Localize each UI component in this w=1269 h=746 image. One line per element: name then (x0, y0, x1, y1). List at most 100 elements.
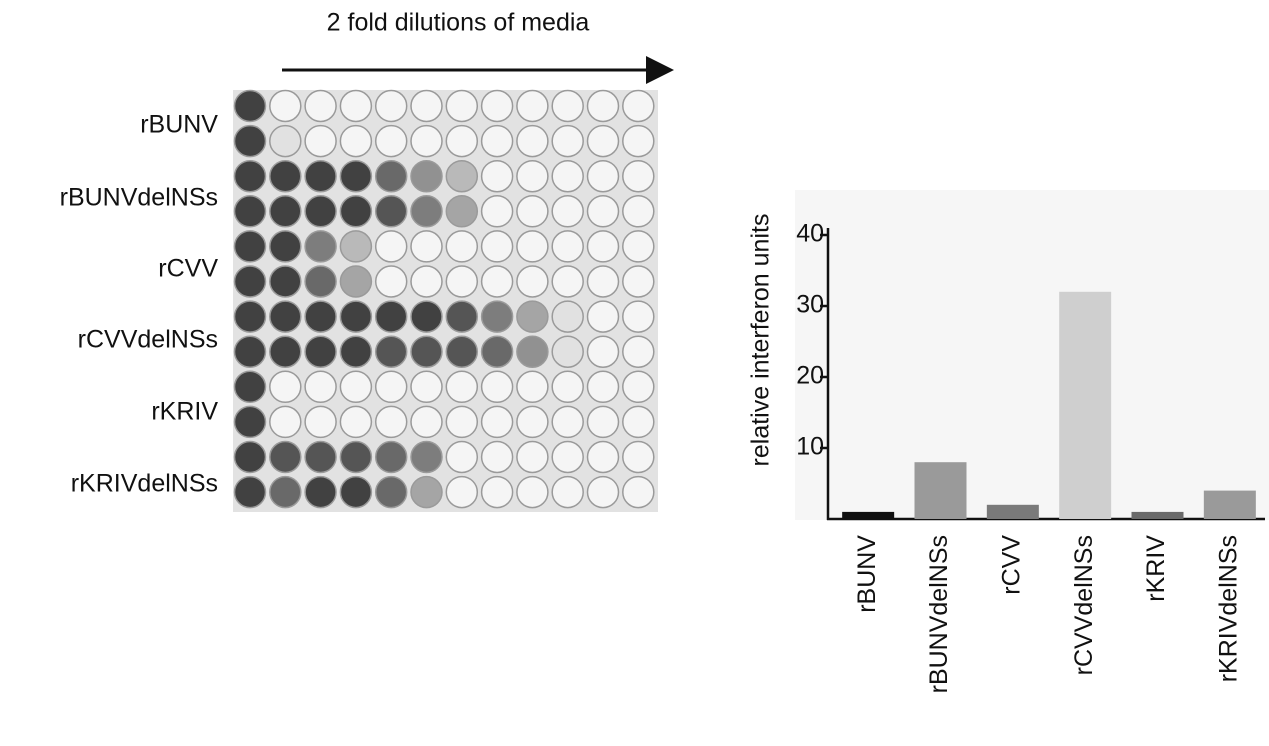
well (340, 231, 371, 262)
well (517, 336, 548, 367)
well (517, 91, 548, 122)
y-tick-label: 40 (796, 220, 824, 248)
x-tick-label: rBUNV (853, 535, 881, 613)
arrow-head (646, 56, 674, 84)
well (552, 301, 583, 332)
well (446, 442, 477, 473)
well (411, 301, 442, 332)
well (376, 406, 407, 437)
well (446, 336, 477, 367)
well (235, 231, 266, 262)
well (552, 196, 583, 227)
well (482, 91, 513, 122)
x-tick-label: rKRIV (1142, 535, 1170, 602)
well (376, 442, 407, 473)
well (588, 406, 619, 437)
well (305, 196, 336, 227)
row-label: rBUNV (140, 111, 218, 139)
well (376, 231, 407, 262)
row-label: rKRIVdelNSs (71, 470, 218, 498)
bar (987, 505, 1039, 519)
well (552, 126, 583, 157)
well (552, 442, 583, 473)
well (588, 266, 619, 297)
bar (1204, 491, 1256, 519)
well (588, 371, 619, 402)
well (376, 91, 407, 122)
well (376, 301, 407, 332)
well (305, 336, 336, 367)
x-tick-label: rCVV (997, 535, 1025, 595)
well (482, 266, 513, 297)
figure: 2 fold dilutions of media relative inter… (0, 0, 1269, 746)
well (340, 196, 371, 227)
well (235, 266, 266, 297)
well (482, 301, 513, 332)
well (446, 301, 477, 332)
well (340, 477, 371, 508)
well (517, 371, 548, 402)
well (482, 442, 513, 473)
well (623, 301, 654, 332)
well (270, 406, 301, 437)
well (623, 442, 654, 473)
well (270, 231, 301, 262)
well (411, 406, 442, 437)
well (623, 371, 654, 402)
well (588, 231, 619, 262)
well (517, 161, 548, 192)
well (411, 91, 442, 122)
well (270, 266, 301, 297)
well (623, 477, 654, 508)
well (588, 336, 619, 367)
well (235, 161, 266, 192)
well (235, 336, 266, 367)
well (411, 371, 442, 402)
well (411, 336, 442, 367)
well (623, 266, 654, 297)
well (305, 126, 336, 157)
well (552, 161, 583, 192)
well (482, 161, 513, 192)
well (623, 406, 654, 437)
well (482, 196, 513, 227)
page: 2 fold dilutions of media relative inter… (0, 0, 1269, 746)
well (517, 126, 548, 157)
well (411, 196, 442, 227)
well (305, 301, 336, 332)
well (411, 161, 442, 192)
well (305, 406, 336, 437)
row-label: rCVV (158, 255, 218, 283)
well (588, 91, 619, 122)
well (552, 371, 583, 402)
well (235, 406, 266, 437)
well (376, 196, 407, 227)
well (552, 266, 583, 297)
well (588, 161, 619, 192)
row-label: rBUNVdelNSs (60, 184, 218, 212)
well (340, 126, 371, 157)
well (376, 266, 407, 297)
well (446, 371, 477, 402)
well (482, 231, 513, 262)
well (517, 301, 548, 332)
well (270, 336, 301, 367)
bar (1132, 512, 1184, 519)
well (411, 477, 442, 508)
well (340, 266, 371, 297)
plate-title: 2 fold dilutions of media (327, 9, 590, 37)
well (623, 91, 654, 122)
well (482, 336, 513, 367)
well (411, 266, 442, 297)
well (623, 336, 654, 367)
well (305, 371, 336, 402)
well (235, 91, 266, 122)
well (552, 406, 583, 437)
well (623, 196, 654, 227)
well (376, 126, 407, 157)
well (340, 336, 371, 367)
x-tick-label: rCVVdelNSs (1070, 535, 1098, 675)
well (376, 161, 407, 192)
well (305, 231, 336, 262)
well (270, 91, 301, 122)
